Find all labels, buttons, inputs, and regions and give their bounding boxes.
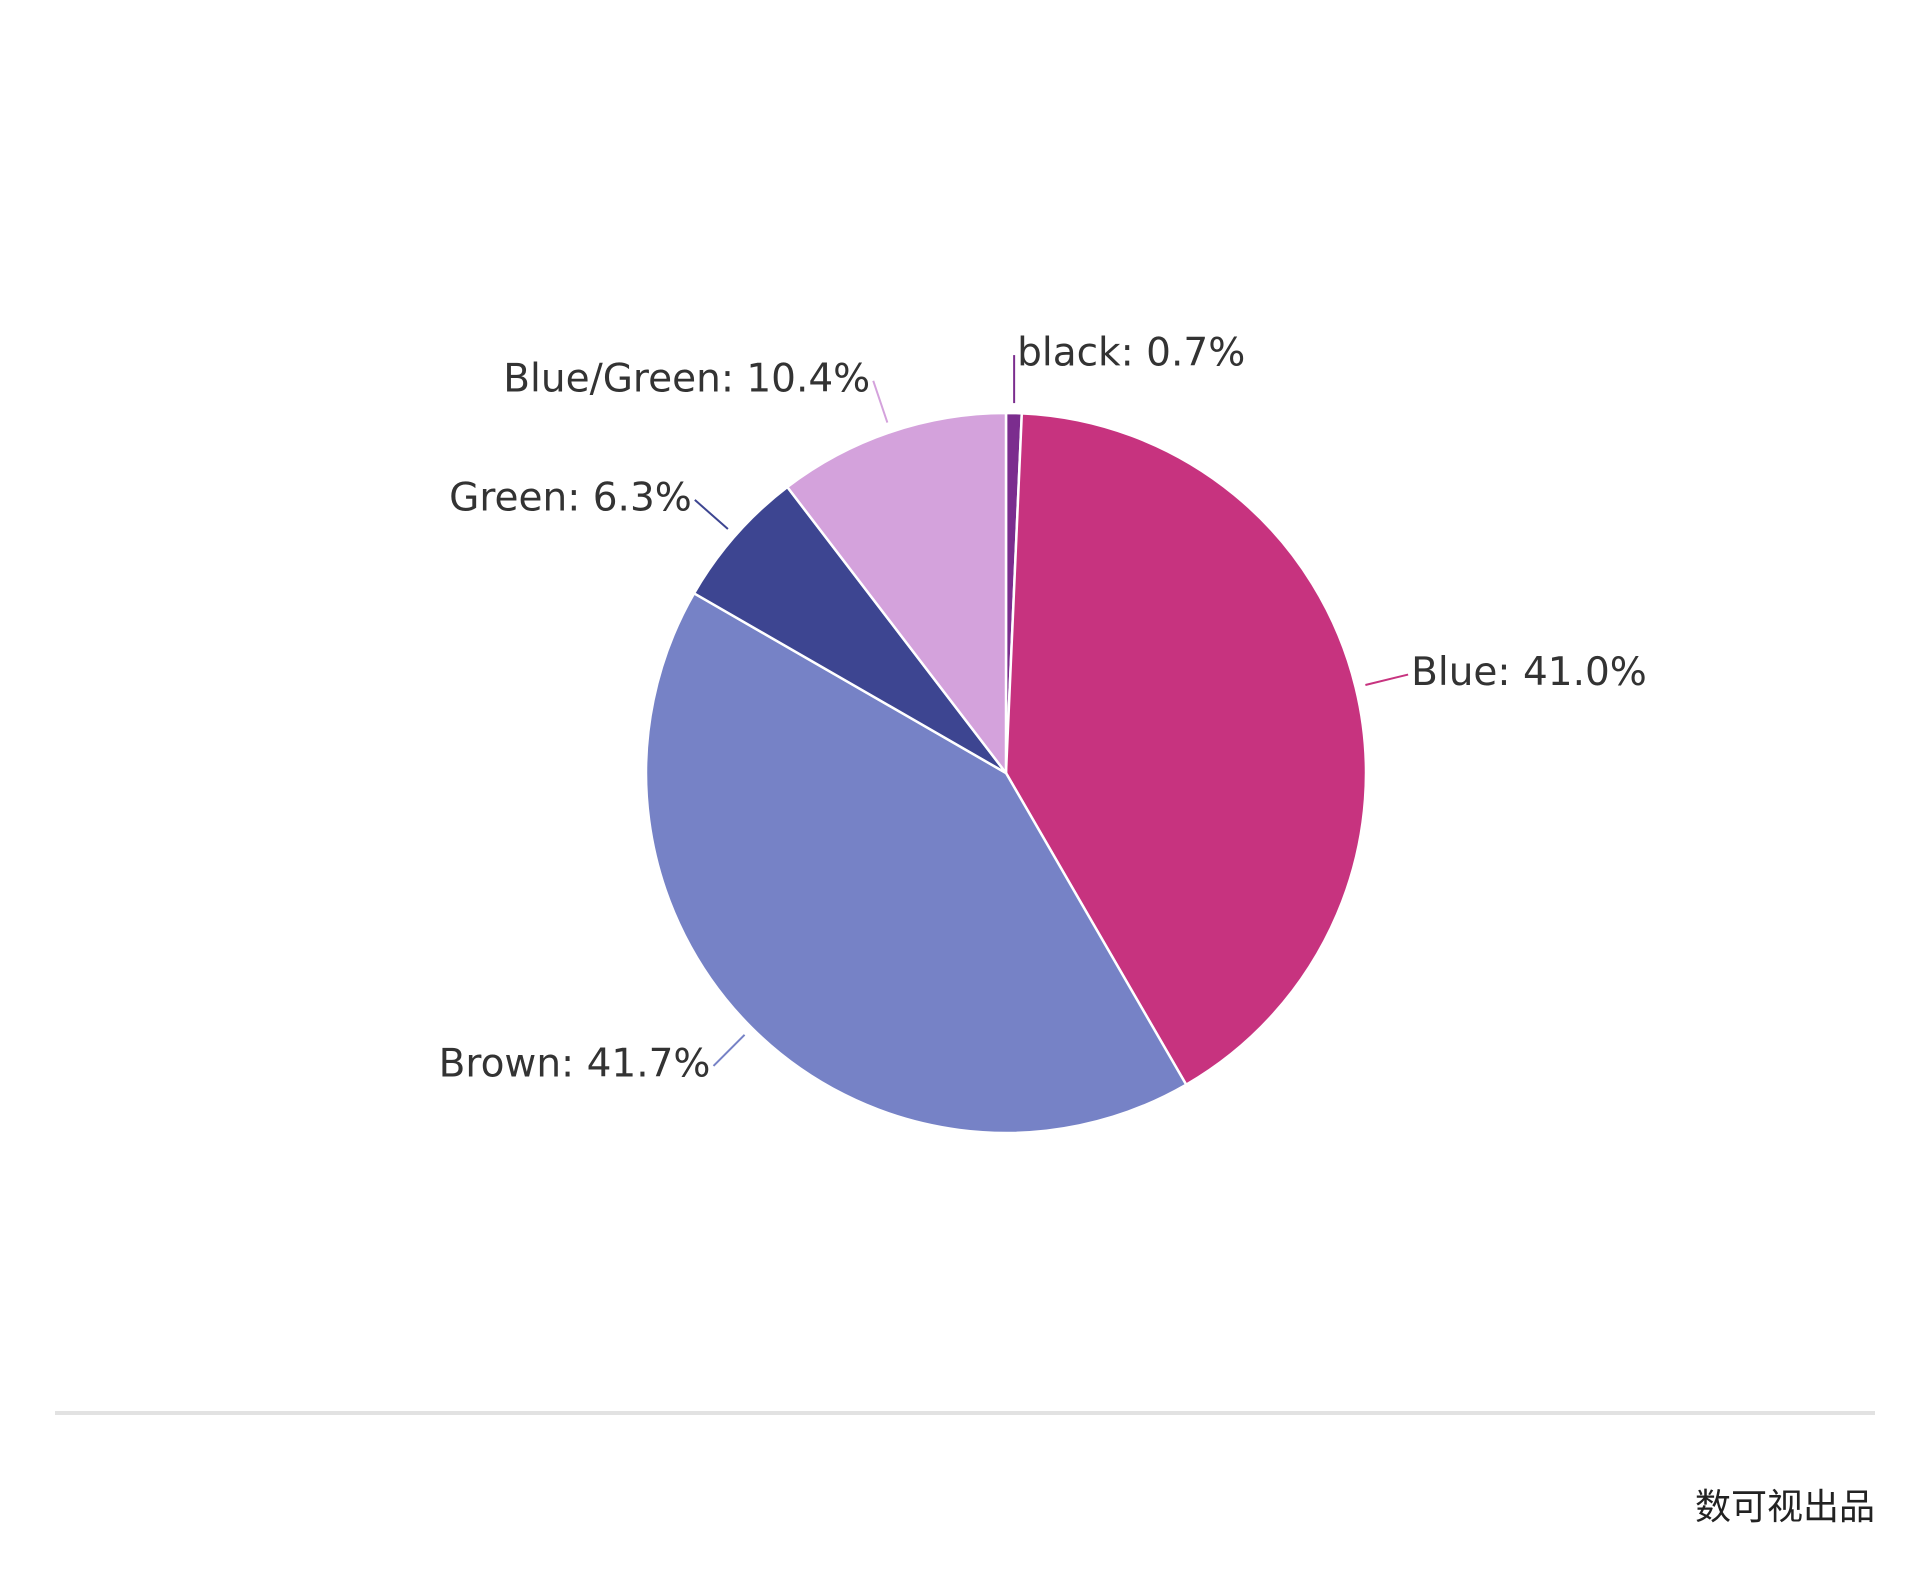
pie-slice-blue (1004, 412, 1368, 1086)
leader-line-brown (712, 1034, 746, 1067)
pie-slice-brown (644, 592, 1188, 1135)
leader-line-green (694, 499, 729, 530)
footer-brand: 数可视出品 (1694, 1487, 1875, 1528)
pie-label-blue-green: Blue/Green: 10.4% (503, 356, 870, 401)
pie-slice-blue-green (786, 411, 1008, 775)
pie-labels: black: 0.7% Blue: 41.0% Brown: 41.7% Green:… (439, 331, 1647, 1087)
pie-label-brown: Brown: 41.7% (439, 1041, 711, 1086)
leader-line-blue (1365, 673, 1409, 686)
leader-lines (694, 355, 1409, 1067)
pie-label-black: black: 0.7% (1017, 331, 1245, 376)
pie-slice-green (692, 485, 1008, 775)
pie-label-blue: Blue: 41.0% (1411, 650, 1647, 695)
pie-slices (644, 411, 1368, 1135)
pie-label-green: Green: 6.3% (449, 475, 692, 520)
footer-divider (55, 1411, 1875, 1415)
leader-line-blue-green (872, 380, 889, 423)
